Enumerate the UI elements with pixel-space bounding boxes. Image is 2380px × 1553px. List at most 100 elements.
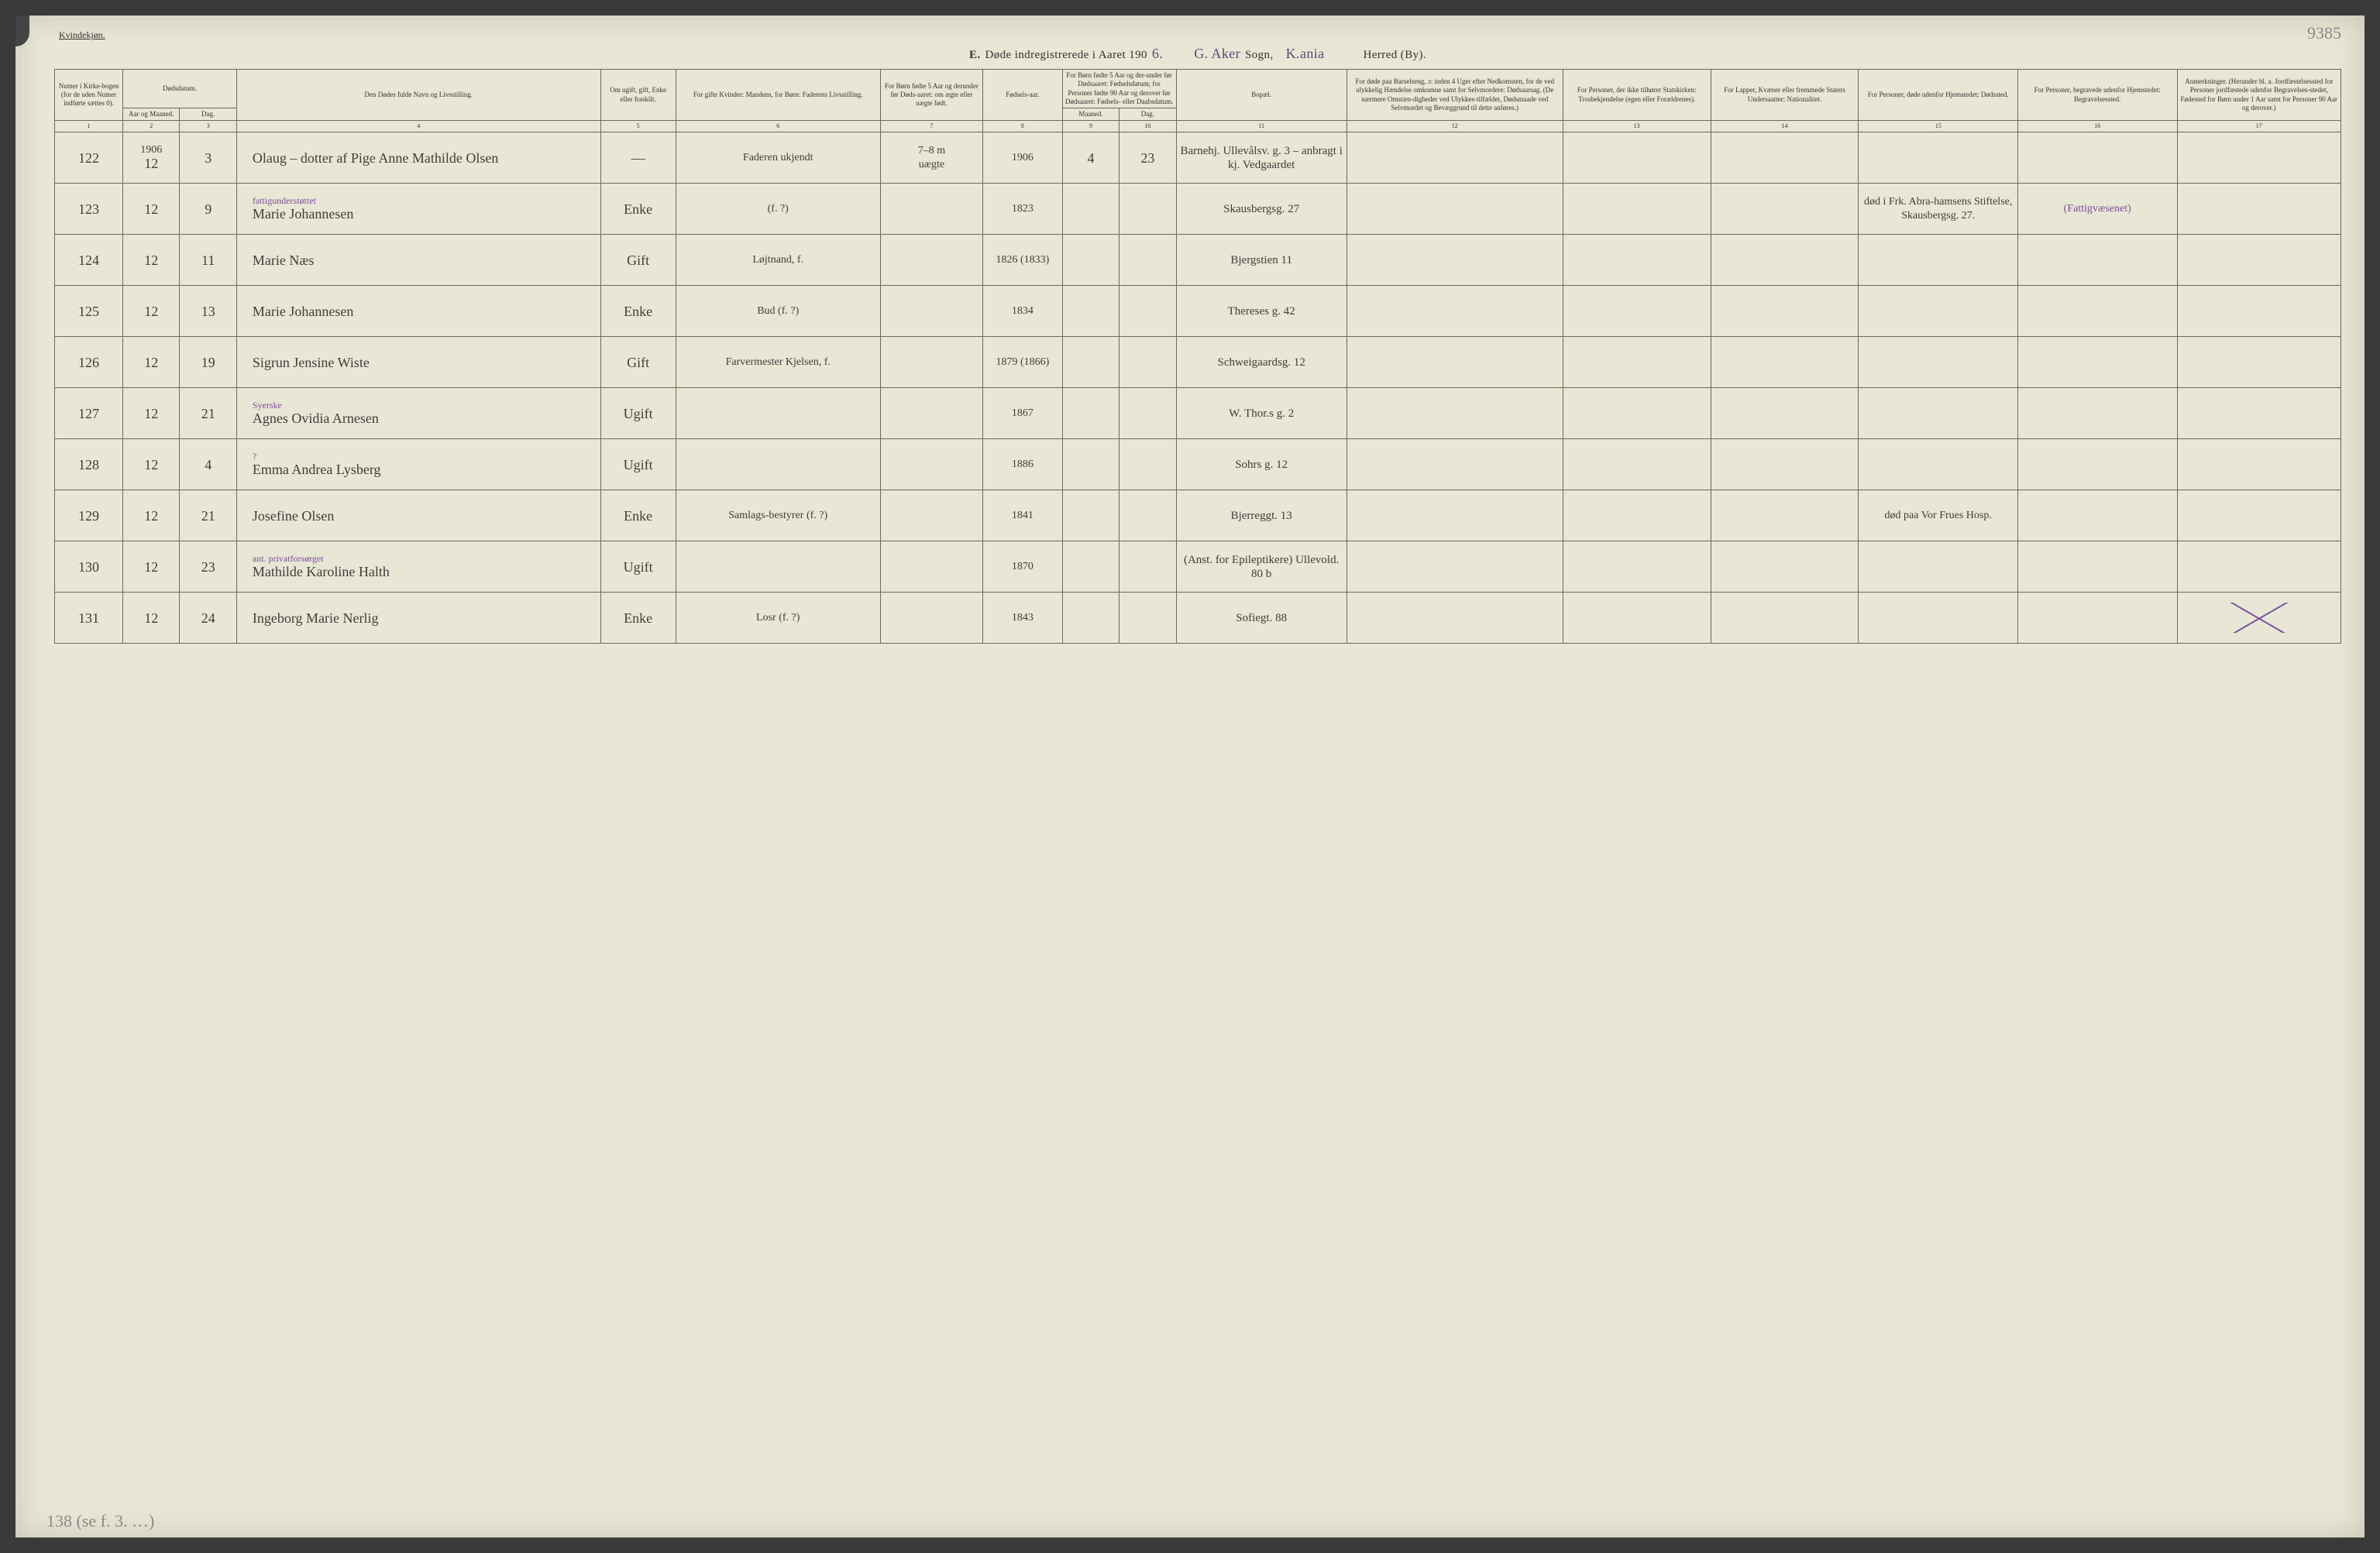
cell: 1906 (982, 132, 1062, 184)
cell (2017, 541, 2177, 593)
cell: Josefine Olsen (236, 490, 600, 541)
col-header: For Børn fødte 5 Aar og derunder før Død… (880, 70, 982, 121)
cell: 1834 (982, 286, 1062, 337)
herred-hand: K.ania (1278, 46, 1333, 63)
cell: (f. ?) (676, 184, 880, 235)
cell: 12 (123, 286, 180, 337)
cell: W. Thor.s g. 2 (1176, 388, 1346, 439)
page-number-handwritten: 9385 (2307, 23, 2341, 43)
table-row: 1221906123Olaug – dotter af Pige Anne Ma… (55, 132, 2341, 184)
col-num: 7 (880, 121, 982, 132)
cell: Sofiegt. 88 (1176, 593, 1346, 644)
cell: 1826 (1833) (982, 235, 1062, 286)
cell (676, 439, 880, 490)
cell (1062, 541, 1119, 593)
cell: 12 (123, 490, 180, 541)
title-line: E. Døde indregistrerede i Aaret 1906. G.… (54, 46, 2341, 63)
cell (1859, 541, 2018, 593)
col-header: For døde paa Barselseng, ɔ: inden 4 Uger… (1346, 70, 1563, 121)
col-header: Den Dødes fulde Navn og Livsstilling. (236, 70, 600, 121)
table-body: 1221906123Olaug – dotter af Pige Anne Ma… (55, 132, 2341, 644)
cell (880, 490, 982, 541)
cell (880, 235, 982, 286)
cell (1346, 593, 1563, 644)
cell (1119, 235, 1176, 286)
cell (2177, 235, 2341, 286)
cell (880, 541, 982, 593)
cell: 124 (55, 235, 123, 286)
cell: Bjerreggt. 13 (1176, 490, 1346, 541)
col-num: 15 (1859, 121, 2018, 132)
cell (880, 388, 982, 439)
cell: Sohrs g. 12 (1176, 439, 1346, 490)
cell (1062, 184, 1119, 235)
cell (1563, 541, 1711, 593)
col-num: 2 (123, 121, 180, 132)
table-row: 1311224Ingeborg Marie NerligEnkeLosr (f.… (55, 593, 2341, 644)
cell (1711, 184, 1859, 235)
cell: 11 (180, 235, 236, 286)
cell: 13 (180, 286, 236, 337)
cell: 12 (123, 388, 180, 439)
cell (1859, 235, 2018, 286)
cell (880, 439, 982, 490)
col-num: 17 (2177, 121, 2341, 132)
cell: ?Emma Andrea Lysberg (236, 439, 600, 490)
cell: Ingeborg Marie Nerlig (236, 593, 600, 644)
cell: Marie Johannesen (236, 286, 600, 337)
col-header: Bopæl. (1176, 70, 1346, 121)
cell: Marie Næs (236, 235, 600, 286)
cell: 12 (123, 184, 180, 235)
cell: Gift (600, 235, 676, 286)
gender-label: Kvindekjøn. (59, 29, 105, 41)
cell: 129 (55, 490, 123, 541)
col-num: 1 (55, 121, 123, 132)
cell: Olaug – dotter af Pige Anne Mathilde Ols… (236, 132, 600, 184)
cell: Ugift (600, 439, 676, 490)
col-header-sub: Maaned. (1062, 108, 1119, 121)
cell: Gift (600, 337, 676, 388)
cell (676, 388, 880, 439)
cell (1563, 337, 1711, 388)
cell (2177, 541, 2341, 593)
cell (1711, 541, 1859, 593)
cell (1346, 286, 1563, 337)
col-header-sub: Dag. (1119, 108, 1176, 121)
cell: 128 (55, 439, 123, 490)
col-num: 9 (1062, 121, 1119, 132)
cell (1062, 235, 1119, 286)
cell (1563, 439, 1711, 490)
cell (2177, 337, 2341, 388)
cell (2017, 439, 2177, 490)
cell (1563, 132, 1711, 184)
cell: Samlags-bestyrer (f. ?) (676, 490, 880, 541)
cell (1119, 439, 1176, 490)
col-header-sub: Aar og Maaned. (123, 108, 180, 121)
cell (1119, 490, 1176, 541)
cell (2177, 132, 2341, 184)
cell: 4 (180, 439, 236, 490)
cell: Schweigaardsg. 12 (1176, 337, 1346, 388)
col-numbers-row: 1 2 3 4 5 6 7 8 9 10 11 12 13 14 15 16 1… (55, 121, 2341, 132)
col-header: For Lapper, Kvæner eller fremmede Stater… (1711, 70, 1859, 121)
cell (1119, 184, 1176, 235)
cell (1859, 439, 2018, 490)
cell: 123 (55, 184, 123, 235)
footer-pencil-note: 138 (se f. 3. …) (46, 1511, 154, 1531)
ledger-page: 9385 Kvindekjøn. E. Døde indregistrerede… (15, 15, 2365, 1538)
cell: 3 (180, 132, 236, 184)
cell: 127 (55, 388, 123, 439)
cell: 1886 (982, 439, 1062, 490)
cell (1062, 388, 1119, 439)
table-row: 1291221Josefine OlsenEnkeSamlags-bestyre… (55, 490, 2341, 541)
cell (1859, 286, 2018, 337)
cell (1563, 184, 1711, 235)
cell: Sigrun Jensine Wiste (236, 337, 600, 388)
cell (880, 337, 982, 388)
cell: 1867 (982, 388, 1062, 439)
cell: Losr (f. ?) (676, 593, 880, 644)
col-num: 4 (236, 121, 600, 132)
cell: død paa Vor Frues Hosp. (1859, 490, 2018, 541)
cell (1119, 286, 1176, 337)
cell (1119, 541, 1176, 593)
